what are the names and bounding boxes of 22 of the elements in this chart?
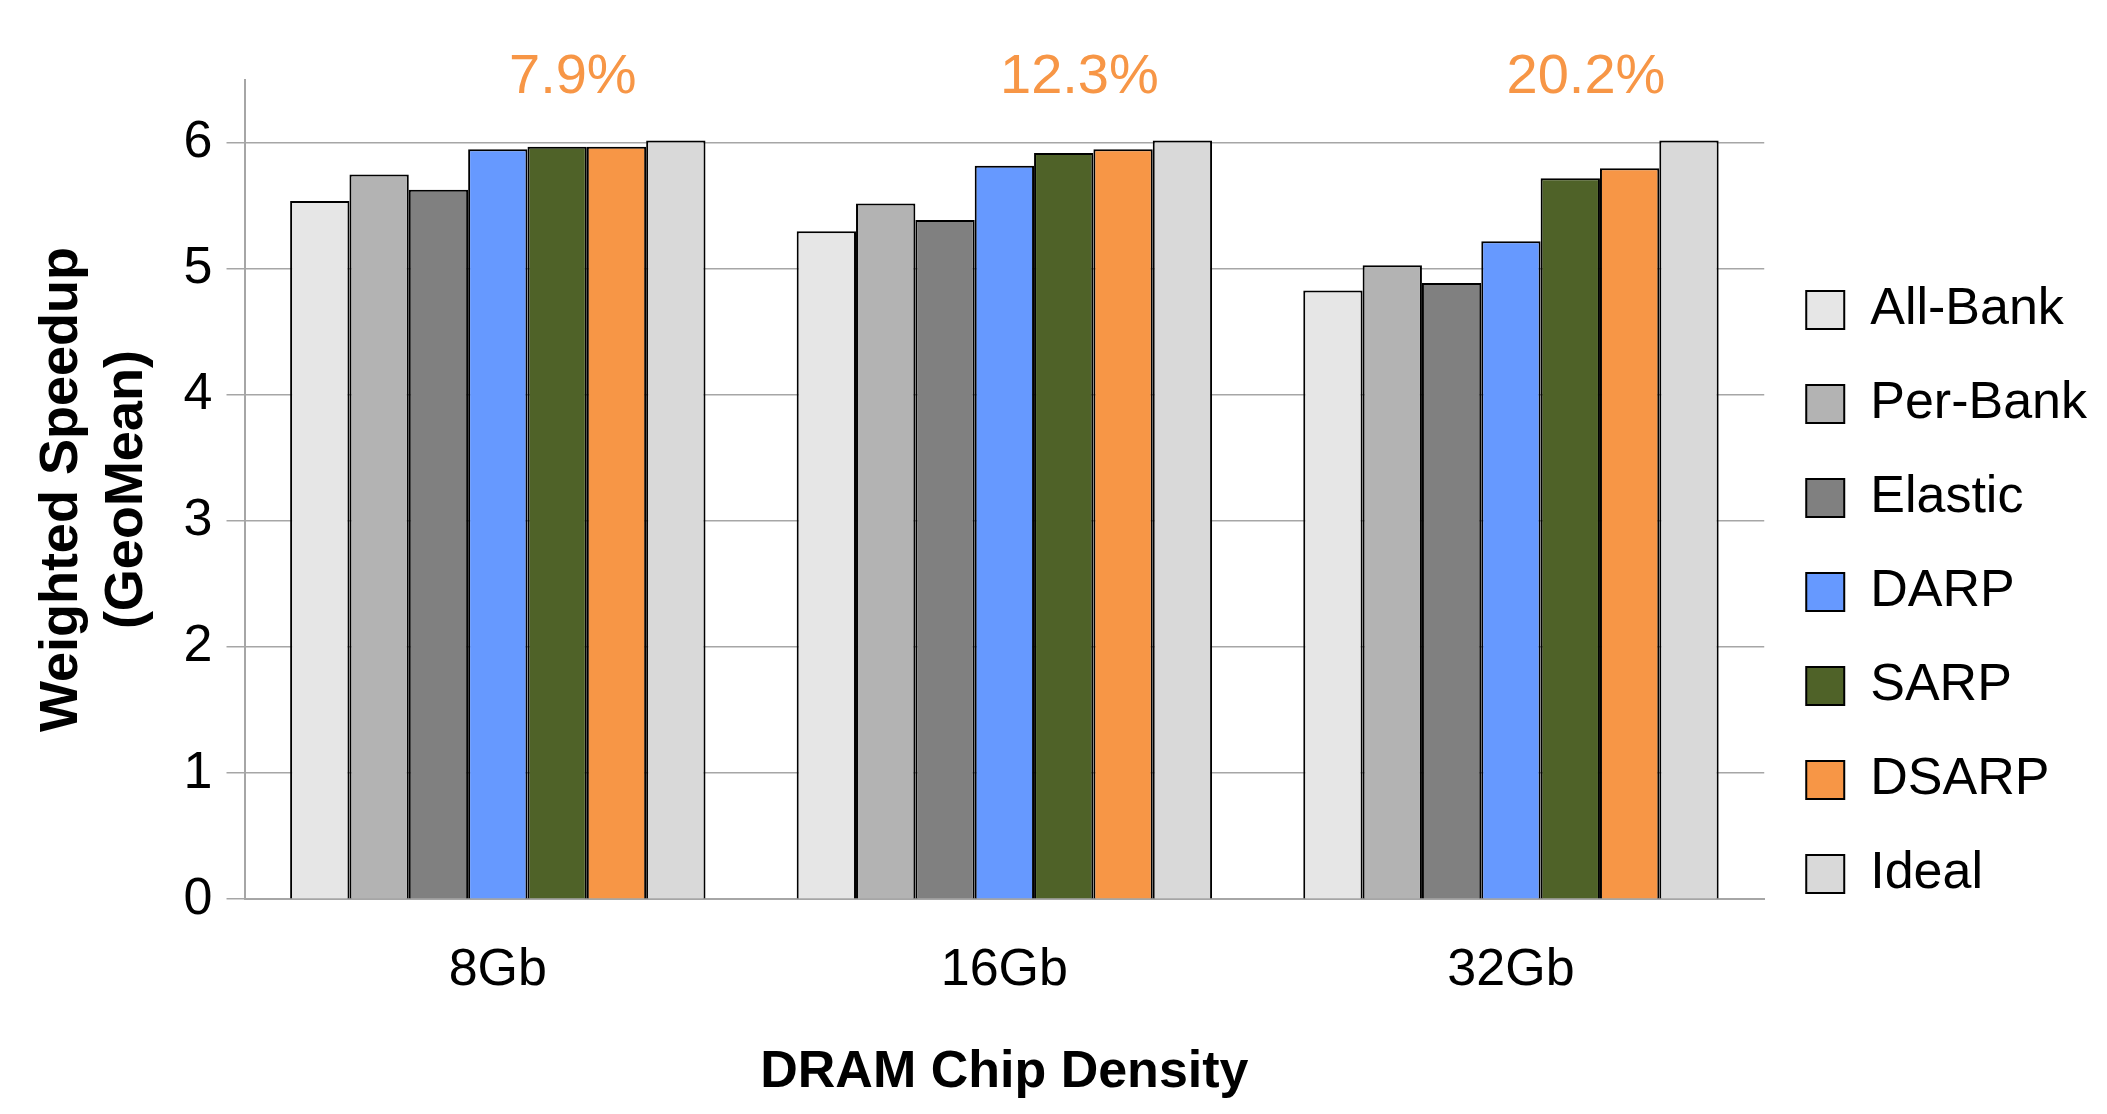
legend-label: All-Bank [1870, 277, 2065, 336]
y-tick-label: 0 [183, 866, 213, 925]
y-tick-label: 5 [183, 236, 213, 295]
annotation: 7.9% [508, 42, 637, 106]
x-tick-label: 32Gb [1447, 937, 1575, 996]
x-tick-label: 16Gb [940, 937, 1068, 996]
legend-label: Elastic [1870, 465, 2024, 524]
x-tick-label: 8Gb [448, 937, 547, 996]
y-tick-label: 6 [183, 110, 213, 169]
annotation: 12.3% [999, 42, 1159, 106]
legend-label: SARP [1870, 653, 2012, 712]
legend-label: Per-Bank [1870, 371, 2088, 430]
y-tick-label: 3 [183, 488, 213, 547]
y-axis-title: Weighted Speedup (GeoMean) [28, 247, 154, 733]
legend-label: DARP [1870, 559, 2015, 618]
y-tick-label: 2 [183, 614, 213, 673]
annotation: 20.2% [1506, 42, 1666, 106]
y-tick-label: 4 [183, 362, 213, 421]
legend-label: DSARP [1870, 747, 2050, 806]
y-tick-label: 1 [183, 740, 213, 799]
x-axis-title: DRAM Chip Density [760, 1040, 1249, 1099]
legend-label: Ideal [1870, 841, 1984, 900]
